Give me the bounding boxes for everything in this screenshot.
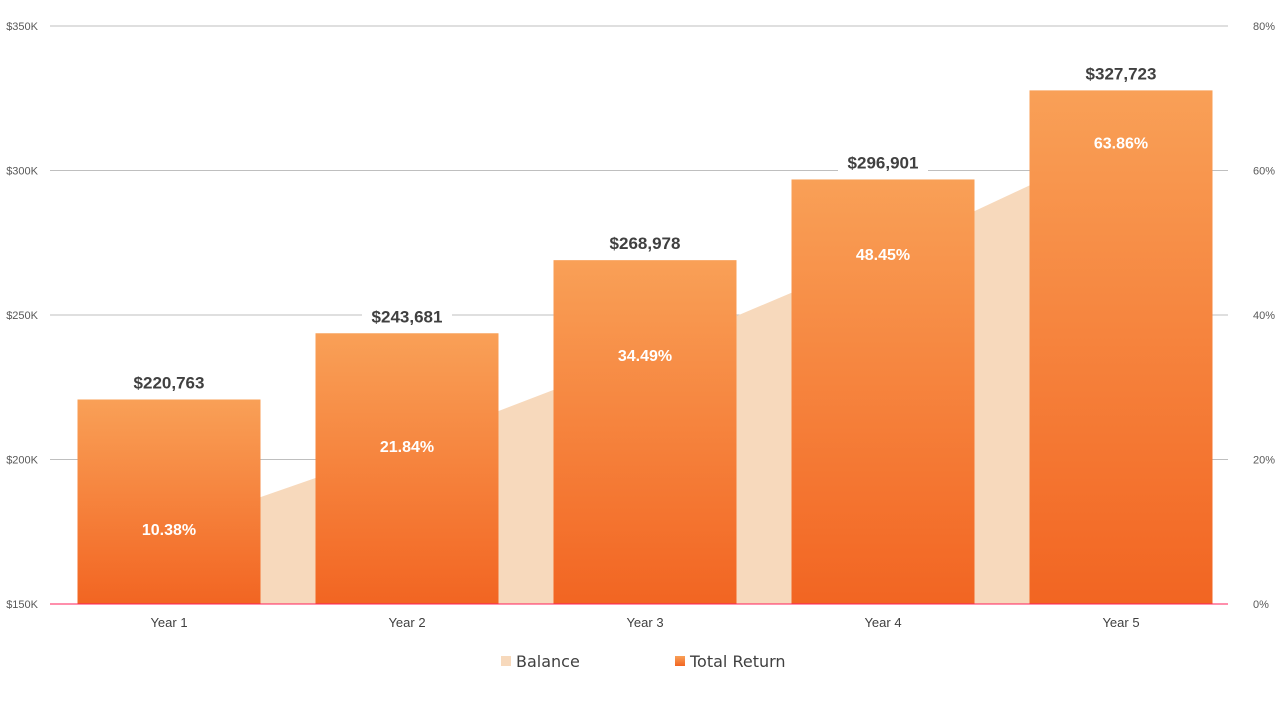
balance-bars <box>77 90 1213 604</box>
y-right-tick: 40% <box>1253 310 1275 322</box>
return-label: 34.49% <box>618 348 672 365</box>
data-labels: $220,763 10.38% $243,681 21.84% $268,978 34.4… <box>124 60 1166 539</box>
value-label-bg <box>600 230 690 253</box>
legend-label-total-return: Total Return <box>689 652 786 671</box>
value-label-bg <box>362 303 452 326</box>
value-label: $268,978 <box>610 234 681 253</box>
y-left-tick: $350K <box>6 21 38 33</box>
x-category-label: Year 4 <box>864 615 901 630</box>
bar-2 <box>315 333 499 604</box>
axes: $150K $200K $250K $300K $350K 0% 20% 40% 60% 80% Y… <box>6 21 1275 630</box>
y-right-tick: 0% <box>1253 599 1269 611</box>
x-category-label: Year 5 <box>1102 615 1139 630</box>
y-right-tick: 20% <box>1253 455 1275 467</box>
legend-swatch-total-return <box>675 656 685 666</box>
value-label: $243,681 <box>372 307 443 326</box>
y-left-tick: $150K <box>6 599 38 611</box>
y-left-tick: $250K <box>6 310 38 322</box>
y-left-tick: $300K <box>6 166 38 178</box>
return-label: 10.38% <box>142 522 196 539</box>
value-label: $296,901 <box>848 153 919 172</box>
return-label: 48.45% <box>856 247 910 264</box>
bar-1 <box>77 399 261 604</box>
x-category-label: Year 2 <box>388 615 425 630</box>
value-label-bg <box>838 149 928 172</box>
y-left-tick: $200K <box>6 455 38 467</box>
value-label-bg <box>1076 60 1166 83</box>
bar-4 <box>791 179 975 604</box>
x-category-label: Year 3 <box>626 615 663 630</box>
bar-5 <box>1029 90 1213 604</box>
y-right-tick: 80% <box>1253 21 1275 33</box>
bar-3 <box>553 260 737 604</box>
value-label-bg <box>124 369 214 392</box>
legend: Balance Total Return <box>501 652 786 671</box>
legend-label-balance: Balance <box>516 652 580 671</box>
return-label: 63.86% <box>1094 136 1148 153</box>
return-label: 21.84% <box>380 439 434 456</box>
x-category-label: Year 1 <box>150 615 187 630</box>
y-right-tick: 60% <box>1253 166 1275 178</box>
value-label: $220,763 <box>134 373 205 392</box>
value-label: $327,723 <box>1086 64 1157 83</box>
legend-swatch-balance <box>501 656 511 666</box>
